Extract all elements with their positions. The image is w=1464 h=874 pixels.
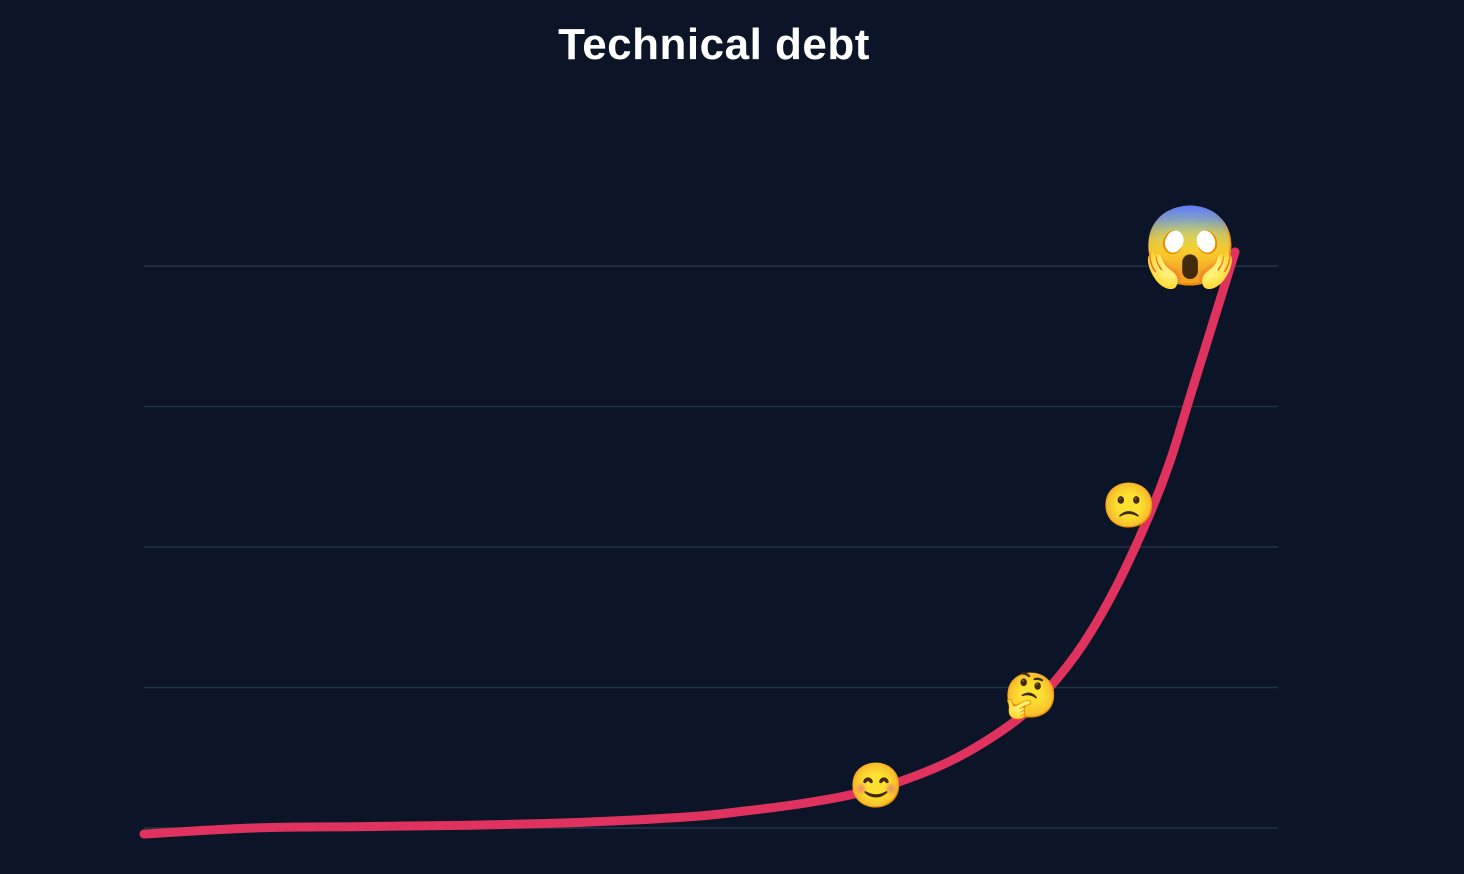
- screaming-face-icon: 😱: [1142, 203, 1239, 293]
- slightly-frowning-face-icon: 🙁: [1102, 482, 1157, 531]
- series-layer: [139, 247, 1240, 839]
- smiling-face-icon: 😊: [849, 761, 904, 810]
- emoji-annotations: 😊 🤔 🙁 😱: [849, 203, 1239, 810]
- series-line: [139, 247, 1240, 839]
- gridlines: [144, 265, 1278, 829]
- thinking-face-icon: 🤔: [1004, 671, 1059, 720]
- chart-title: Technical debt: [558, 20, 870, 69]
